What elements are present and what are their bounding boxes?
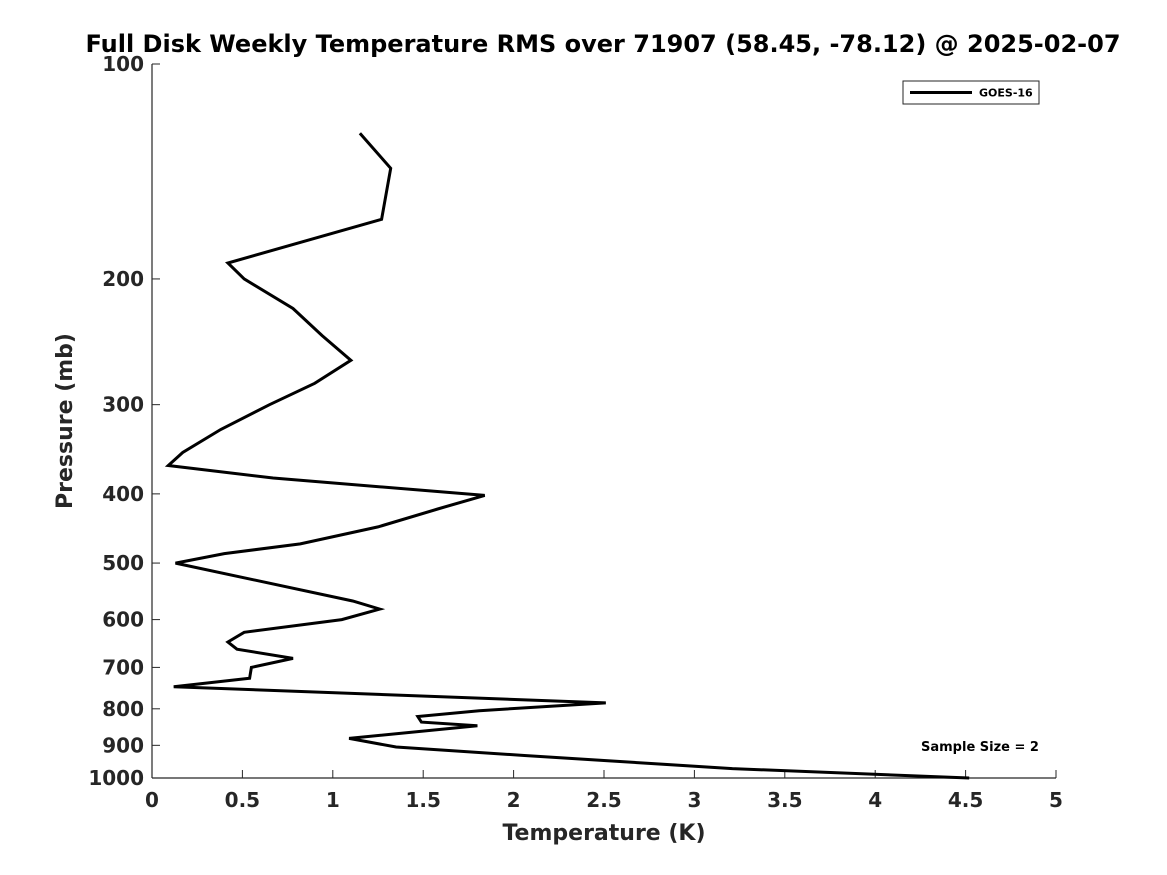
y-tick-label: 200 [102, 267, 144, 291]
y-tick-label: 1000 [88, 766, 144, 790]
y-tick-label: 600 [102, 608, 144, 632]
x-tick-label: 4.5 [948, 788, 983, 812]
legend: GOES-16 [902, 80, 1040, 105]
x-tick-label: 2 [507, 788, 521, 812]
x-tick-label: 1 [326, 788, 340, 812]
axes [151, 64, 1056, 779]
chart-title: Full Disk Weekly Temperature RMS over 71… [85, 30, 1120, 58]
x-tick-label: 3 [687, 788, 701, 812]
sample-size-annotation: Sample Size = 2 [921, 740, 1039, 755]
y-tick-label: 700 [102, 655, 144, 679]
y-tick-label: 100 [102, 52, 144, 76]
x-ticks: 0 0.5 1 1.5 2 2.5 3 3.5 4 4.5 5 [145, 770, 1063, 812]
x-tick-label: 0 [145, 788, 159, 812]
y-axis-label: Pressure (mb) [53, 333, 78, 509]
x-tick-label: 1.5 [405, 788, 440, 812]
y-tick-label: 400 [102, 482, 144, 506]
x-tick-label: 0.5 [225, 788, 260, 812]
y-tick-label: 300 [102, 393, 144, 417]
x-tick-label: 2.5 [586, 788, 621, 812]
y-ticks: 100 200 300 400 500 600 700 800 900 1000 [88, 52, 160, 790]
x-tick-label: 3.5 [767, 788, 802, 812]
legend-label: GOES-16 [979, 87, 1033, 100]
x-tick-label: 5 [1049, 788, 1063, 812]
plot-area [164, 132, 970, 780]
y-tick-label: 900 [102, 733, 144, 757]
y-tick-label: 800 [102, 697, 144, 721]
series-line [164, 132, 970, 780]
y-tick-label: 500 [102, 551, 144, 575]
x-axis-label: Temperature (K) [502, 821, 705, 846]
x-tick-label: 4 [868, 788, 882, 812]
